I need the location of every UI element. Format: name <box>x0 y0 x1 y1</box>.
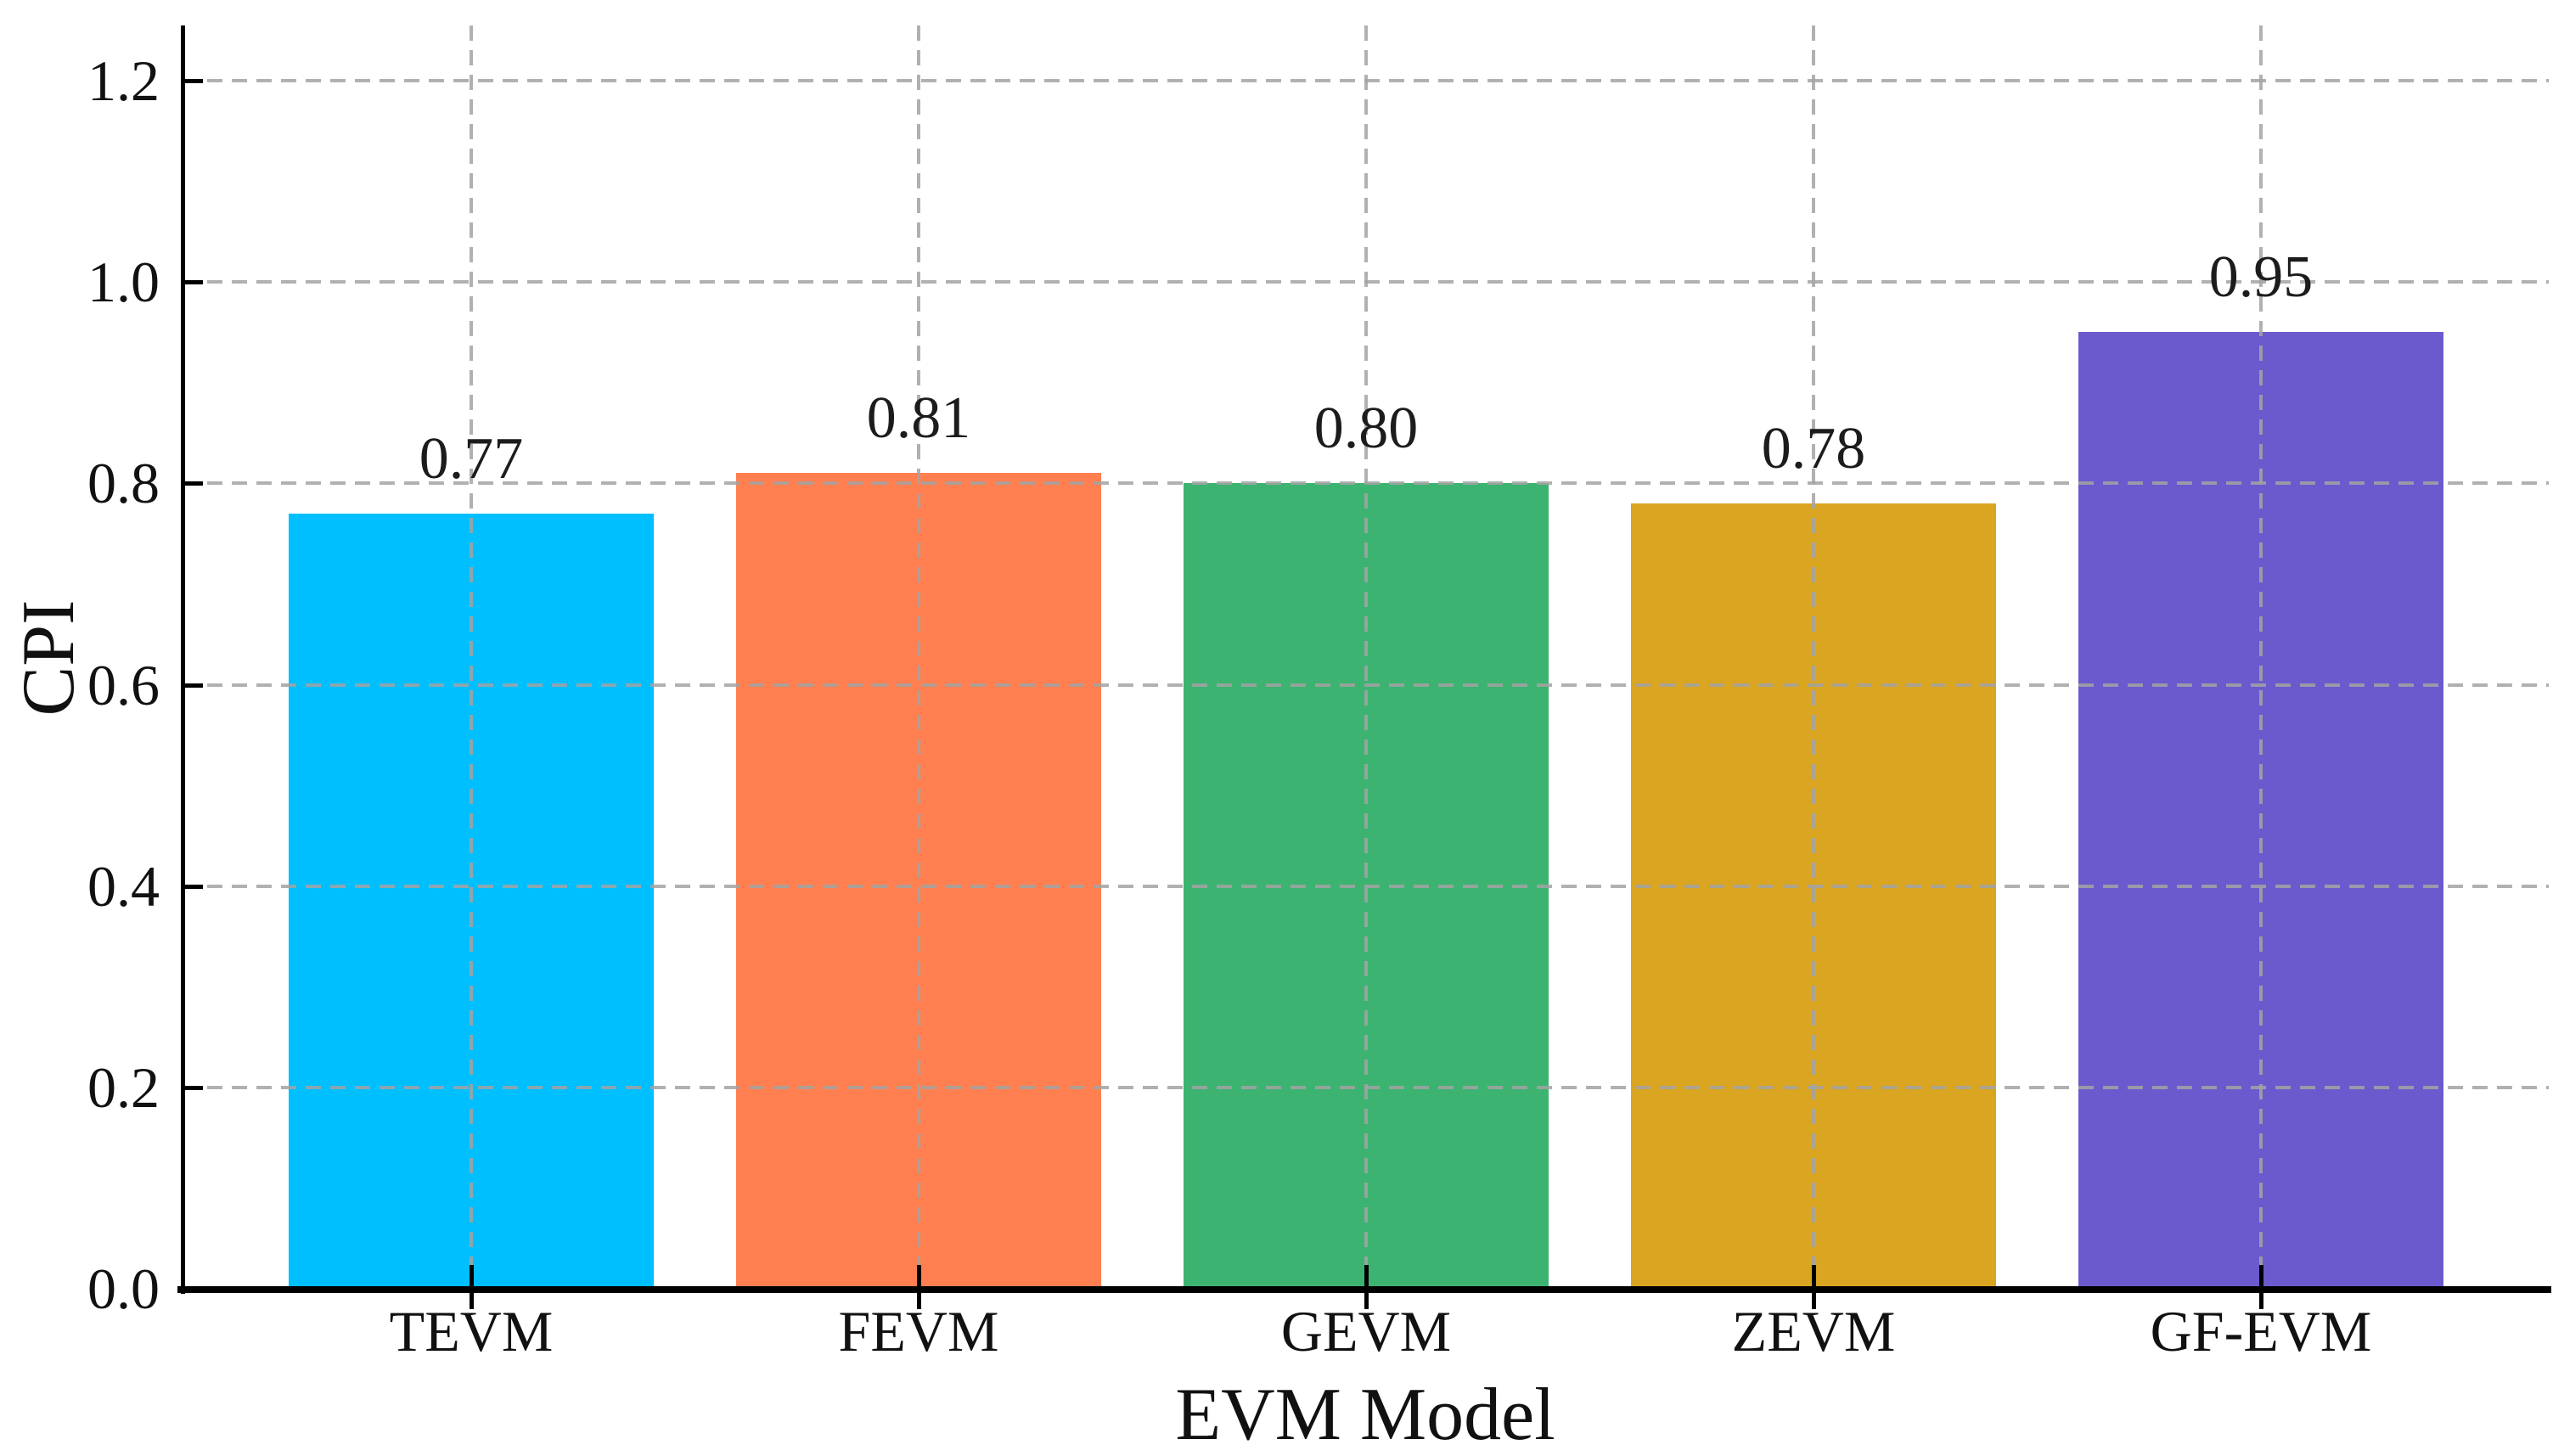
y-tick-mark <box>183 280 203 285</box>
y-tick-mark <box>183 683 203 688</box>
vertical-gridline <box>2259 25 2263 1289</box>
y-axis-spine <box>181 25 185 1294</box>
x-tick-mark <box>2259 1265 2263 1309</box>
bar-value-label: 0.95 <box>2208 245 2314 311</box>
bar-value-label: 0.77 <box>419 425 524 492</box>
y-tick-mark <box>183 884 203 889</box>
gridlines-layer <box>183 25 2549 1289</box>
y-tick-label: 0.6 <box>87 652 160 717</box>
x-tick-label: TEVM <box>389 1299 554 1363</box>
x-tick-label: FEVM <box>838 1299 999 1363</box>
x-tick-mark <box>1364 1265 1369 1309</box>
vertical-gridline <box>470 25 473 1289</box>
y-tick-label: 0.4 <box>87 853 160 919</box>
y-tick-label: 0.8 <box>87 451 160 516</box>
bar-value-label: 0.81 <box>866 385 971 452</box>
y-tick-mark <box>183 1287 203 1291</box>
x-axis-title: EVM Model <box>1175 1374 1555 1456</box>
y-tick-label: 0.2 <box>87 1054 160 1120</box>
bar-value-label: 0.80 <box>1313 396 1419 462</box>
plot-area: 0.77 0.81 0.80 0.78 0.95 <box>183 25 2549 1289</box>
y-tick-mark <box>183 79 203 83</box>
bar-value-labels-layer: 0.77 0.81 0.80 0.78 0.95 <box>183 25 2549 1289</box>
y-tick-label: 0.0 <box>87 1256 160 1321</box>
vertical-gridline <box>1364 25 1368 1289</box>
x-tick-label: GEVM <box>1280 1299 1452 1363</box>
vertical-gridline <box>1812 25 1815 1289</box>
bar-value-label: 0.78 <box>1761 416 1866 482</box>
y-tick-label: 1.0 <box>87 250 160 315</box>
x-tick-mark <box>1812 1265 1816 1309</box>
x-tick-label: ZEVM <box>1731 1299 1896 1363</box>
y-tick-mark <box>183 1085 203 1090</box>
x-tick-label: GF-EVM <box>2150 1299 2372 1363</box>
y-tick-mark <box>183 481 203 486</box>
x-tick-mark <box>917 1265 921 1309</box>
y-tick-label: 1.2 <box>87 48 160 113</box>
x-tick-mark <box>470 1265 474 1309</box>
vertical-gridline <box>917 25 920 1289</box>
